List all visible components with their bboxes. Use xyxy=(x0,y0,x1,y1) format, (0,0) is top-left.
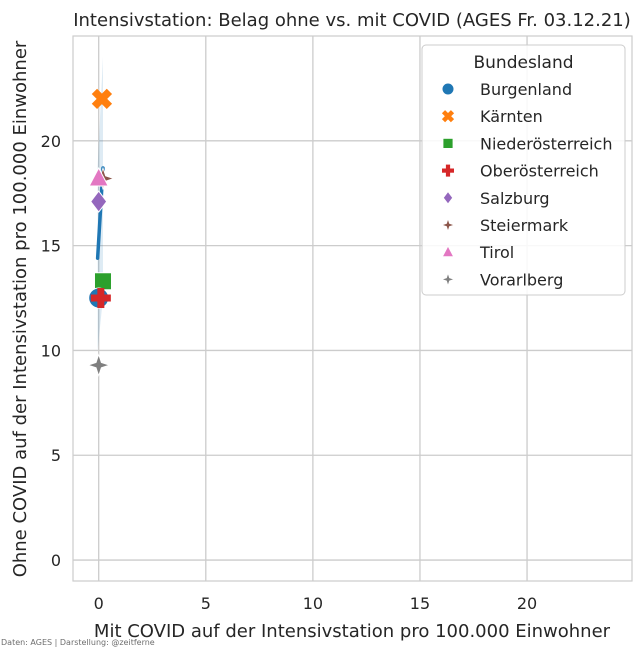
chart-title: Intensivstation: Belag ohne vs. mit COVI… xyxy=(73,10,631,31)
x-axis-label: Mit COVID auf der Intensivstation pro 10… xyxy=(94,621,611,642)
point-vorarlberg xyxy=(86,353,111,377)
y-tick-label: 15 xyxy=(41,237,61,256)
legend-label-oberoesterreich: Oberösterreich xyxy=(480,162,599,181)
legend-marker-oberoesterreich xyxy=(442,164,454,177)
legend-label-burgenland: Burgenland xyxy=(480,80,572,99)
point-kaernten-stroke xyxy=(91,88,113,110)
legend-title: Bundesland xyxy=(473,53,573,73)
x-tick-label: 15 xyxy=(410,594,430,613)
legend-label-tirol: Tirol xyxy=(479,243,514,262)
legend-label-steiermark: Steiermark xyxy=(480,216,569,235)
legend-marker-niederoesterreich xyxy=(442,137,454,150)
legend-marker-steiermark xyxy=(440,217,456,233)
y-tick-label: 5 xyxy=(51,446,61,465)
legend-label-niederoesterreich: Niederösterreich xyxy=(480,134,612,153)
legend-marker-kaernten xyxy=(441,110,455,123)
point-tirol xyxy=(88,166,110,187)
data-credit: Daten: AGES | Darstellung: @zeitferne xyxy=(1,638,155,647)
legend-label-kaernten: Kärnten xyxy=(480,107,543,126)
x-tick-label: 20 xyxy=(517,594,537,613)
point-oberoesterreich-bar xyxy=(97,288,105,309)
point-niederoesterreich xyxy=(93,272,112,291)
legend-box xyxy=(421,44,626,296)
legend-marker-salzburg xyxy=(442,190,454,205)
point-salzburg xyxy=(90,190,108,213)
x-tick-label: 5 xyxy=(201,594,211,613)
legend-marker-burgenland xyxy=(441,82,455,96)
legend-marker-tirol xyxy=(441,244,455,258)
y-tick-label: 0 xyxy=(51,551,61,570)
y-tick-label: 10 xyxy=(41,341,61,360)
legend-label-salzburg: Salzburg xyxy=(480,189,550,208)
legend-marker-oberoesterreich-bar xyxy=(445,164,451,177)
point-oberoesterreich xyxy=(90,288,111,309)
y-axis-label: Ohne COVID auf der Intensivstation pro 1… xyxy=(10,40,31,577)
legend: Bundesland Burgenland Kärnten Niederösterre… xyxy=(421,44,626,296)
x-tick-label: 10 xyxy=(303,594,323,613)
point-kaernten xyxy=(91,88,113,110)
legend-marker-vorarlberg xyxy=(440,271,456,287)
legend-label-vorarlberg: Vorarlberg xyxy=(480,270,563,289)
data-points xyxy=(86,88,115,377)
x-tick-label: 0 xyxy=(94,594,104,613)
y-tick-label: 20 xyxy=(41,132,61,151)
legend-marker-kaernten-stroke xyxy=(441,110,455,123)
